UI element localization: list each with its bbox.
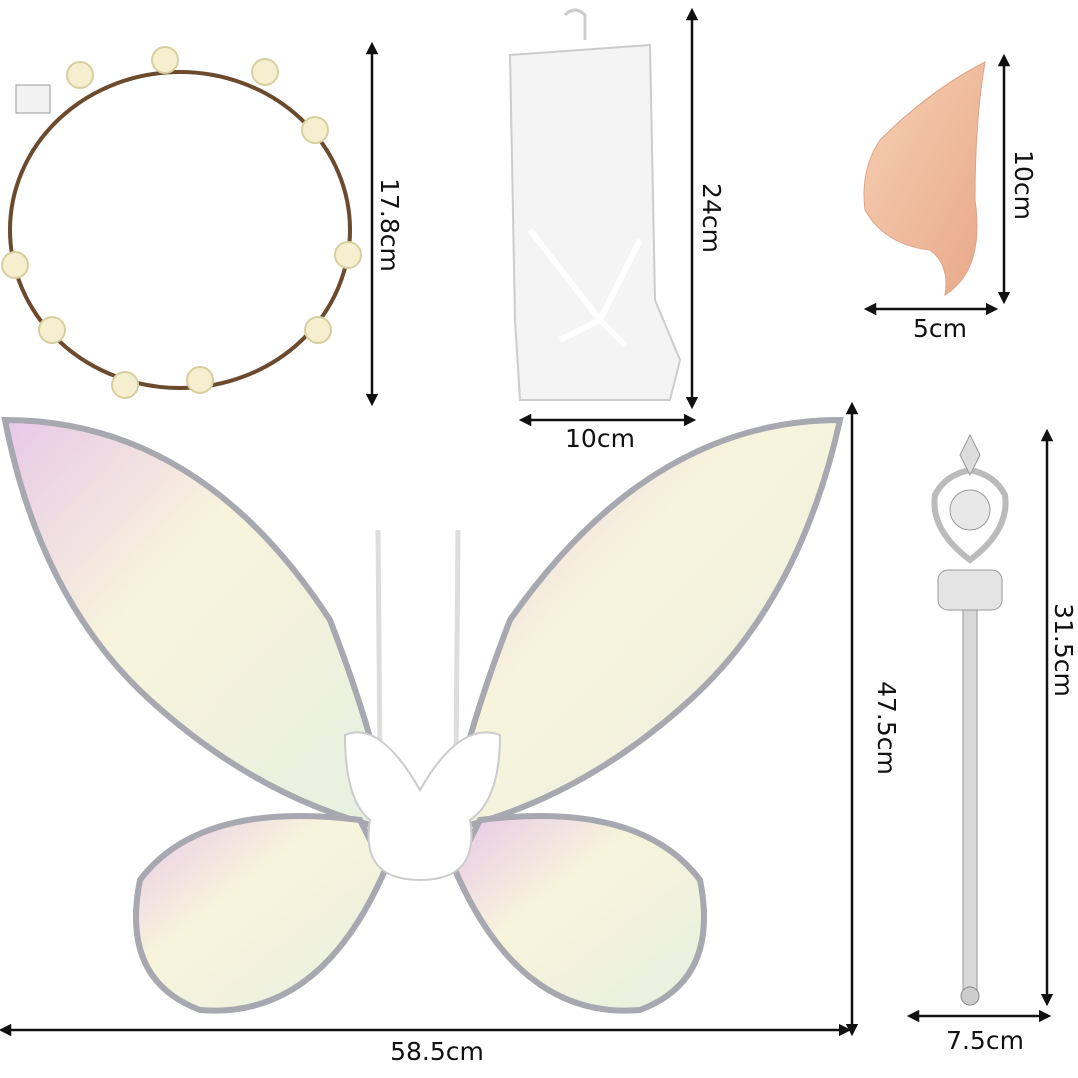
dimension-label: 24cm: [697, 183, 726, 253]
dimension-label: 47.5cm: [872, 681, 901, 775]
elf-ear: [863, 61, 986, 297]
dimension-label: 5cm: [913, 314, 967, 343]
dimension-label: 10cm: [565, 424, 635, 453]
dimension-label: 7.5cm: [946, 1026, 1024, 1055]
dimension-label: 31.5cm: [1049, 603, 1078, 697]
dimension-label: 17.8cm: [375, 178, 404, 272]
fairy-wings: [1, 416, 844, 1014]
lace-glove: [508, 8, 682, 401]
dimension-label: 10cm: [1009, 150, 1038, 220]
flower-crown: [1, 46, 362, 399]
fairy-wand: [931, 433, 1009, 1006]
dimension-label: 58.5cm: [390, 1037, 484, 1066]
